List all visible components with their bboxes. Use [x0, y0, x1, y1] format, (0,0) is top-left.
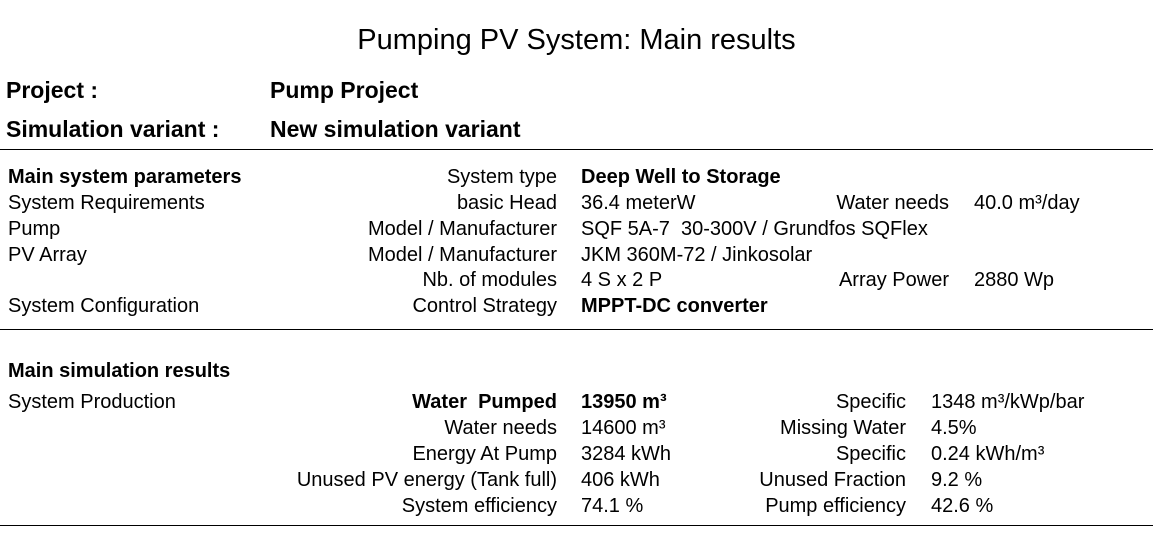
param-value-modules: 4 S x 2 P	[581, 269, 663, 291]
result-value-specific: 1348 m³/kWp/bar	[931, 391, 1085, 413]
result-label-unused-energy: Unused PV energy (Tank full)	[296, 469, 557, 491]
result-label-system-efficiency: System efficiency	[401, 495, 557, 517]
param-left-pv-array: PV Array	[8, 244, 87, 266]
result-value-water-pumped: 13950 m³	[581, 391, 667, 413]
param-label-system-type: System type	[446, 166, 557, 188]
result-value-system-efficiency: 74.1 %	[581, 495, 644, 517]
result-label-water-pumped: Water Pumped	[412, 391, 557, 413]
project-value: Pump Project	[270, 77, 419, 103]
result-value-unused-fraction: 9.2 %	[931, 469, 983, 491]
result-label-unused-fraction: Unused Fraction	[759, 469, 906, 491]
param-label-pump-model: Model / Manufacturer	[368, 218, 557, 240]
param-label-basic-head: basic Head	[456, 192, 557, 214]
result-value-specific-energy: 0.24 kWh/m³	[931, 443, 1045, 465]
param-left-pump: Pump	[8, 218, 61, 240]
param-label-water-needs: Water needs	[836, 192, 949, 214]
param-value-pump-model: SQF 5A-7 30-300V / Grundfos SQFlex	[581, 218, 928, 240]
result-label-energy-pump: Energy At Pump	[412, 443, 557, 465]
param-label-pv-model: Model / Manufacturer	[368, 244, 557, 266]
result-label-specific: Specific	[835, 391, 906, 413]
result-value-missing-water: 4.5%	[931, 417, 977, 439]
result-value-pump-efficiency: 42.6 %	[931, 495, 994, 517]
result-label-specific-energy: Specific	[835, 443, 906, 465]
page-title: Pumping PV System: Main results	[357, 24, 796, 56]
param-value-array-power: 2880 Wp	[974, 269, 1055, 291]
param-left-requirements: System Requirements	[8, 192, 205, 214]
results-left-production: System Production	[8, 391, 176, 413]
result-label-pump-efficiency: Pump efficiency	[765, 495, 906, 517]
param-value-control: MPPT-DC converter	[581, 295, 768, 317]
param-value-water-needs: 40.0 m³/day	[974, 192, 1080, 214]
result-value-unused-energy: 406 kWh	[581, 469, 660, 491]
results-header: Main simulation results	[8, 360, 231, 382]
result-value-water-needs: 14600 m³	[581, 417, 666, 439]
result-value-energy-pump: 3284 kWh	[581, 443, 672, 465]
param-label-array-power: Array Power	[838, 269, 949, 291]
param-left-configuration: System Configuration	[8, 295, 200, 317]
param-value-system-type: Deep Well to Storage	[581, 166, 781, 188]
variant-value: New simulation variant	[270, 116, 521, 142]
result-label-missing-water: Missing Water	[780, 417, 906, 439]
param-value-pv-model: JKM 360M-72 / Jinkosolar	[581, 244, 813, 266]
params-header: Main system parameters	[8, 166, 242, 188]
divider-bottom	[0, 525, 1153, 526]
param-label-control: Control Strategy	[412, 295, 557, 317]
param-value-basic-head: 36.4 meterW	[581, 192, 696, 214]
variant-label: Simulation variant :	[6, 116, 220, 142]
param-label-modules: Nb. of modules	[422, 269, 557, 291]
result-label-water-needs: Water needs	[444, 417, 557, 439]
divider-middle	[0, 329, 1153, 330]
divider-top	[0, 149, 1153, 150]
project-label: Project :	[6, 77, 99, 103]
